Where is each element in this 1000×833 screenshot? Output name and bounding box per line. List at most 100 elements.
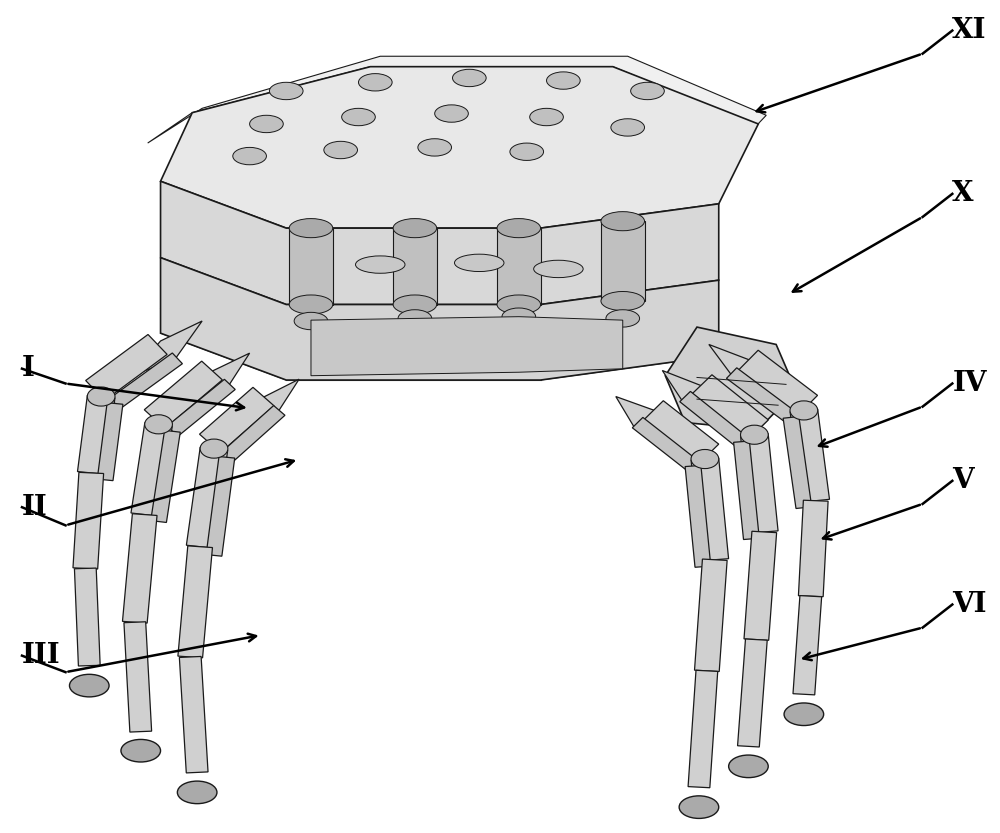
Ellipse shape <box>453 69 486 87</box>
Ellipse shape <box>87 387 115 406</box>
Ellipse shape <box>729 755 768 778</box>
Ellipse shape <box>233 147 266 165</box>
Polygon shape <box>685 466 711 567</box>
Polygon shape <box>144 362 222 428</box>
Ellipse shape <box>784 703 824 726</box>
Polygon shape <box>739 350 818 415</box>
Polygon shape <box>232 379 299 433</box>
Ellipse shape <box>741 425 768 444</box>
Polygon shape <box>97 402 123 481</box>
Polygon shape <box>161 257 719 380</box>
Text: XI: XI <box>952 17 987 44</box>
Polygon shape <box>497 228 541 305</box>
Text: II: II <box>22 494 48 521</box>
Text: VI: VI <box>952 591 987 618</box>
Ellipse shape <box>497 218 541 237</box>
Polygon shape <box>738 639 767 747</box>
Polygon shape <box>151 431 180 522</box>
Ellipse shape <box>294 312 328 330</box>
Ellipse shape <box>145 415 172 434</box>
Polygon shape <box>110 353 182 409</box>
Ellipse shape <box>691 450 719 469</box>
Ellipse shape <box>393 295 437 314</box>
Ellipse shape <box>250 115 283 132</box>
Polygon shape <box>122 514 157 623</box>
Ellipse shape <box>790 401 818 420</box>
Polygon shape <box>695 559 727 671</box>
Polygon shape <box>200 387 274 452</box>
Polygon shape <box>783 416 812 508</box>
Polygon shape <box>124 621 152 732</box>
Ellipse shape <box>547 72 580 89</box>
Ellipse shape <box>342 108 375 126</box>
Polygon shape <box>311 317 623 376</box>
Ellipse shape <box>454 254 504 272</box>
Polygon shape <box>393 228 437 305</box>
Polygon shape <box>161 67 758 228</box>
Polygon shape <box>161 182 719 305</box>
Ellipse shape <box>121 740 161 762</box>
Polygon shape <box>665 327 796 430</box>
Ellipse shape <box>177 781 217 804</box>
Polygon shape <box>73 472 104 569</box>
Ellipse shape <box>502 308 536 326</box>
Polygon shape <box>790 409 829 502</box>
Text: I: I <box>22 355 35 382</box>
Polygon shape <box>691 458 729 561</box>
Text: III: III <box>22 642 61 669</box>
Polygon shape <box>688 671 718 788</box>
Polygon shape <box>744 531 777 641</box>
Polygon shape <box>741 434 778 533</box>
Polygon shape <box>644 401 719 463</box>
Polygon shape <box>221 406 285 462</box>
Polygon shape <box>186 447 228 548</box>
Text: X: X <box>952 180 974 207</box>
Ellipse shape <box>393 218 437 237</box>
Polygon shape <box>178 546 212 658</box>
Ellipse shape <box>289 295 333 314</box>
Ellipse shape <box>418 139 452 156</box>
Ellipse shape <box>200 439 228 458</box>
Ellipse shape <box>497 295 541 314</box>
Polygon shape <box>616 397 679 445</box>
Polygon shape <box>148 57 766 143</box>
Ellipse shape <box>679 796 719 818</box>
Ellipse shape <box>601 292 645 311</box>
Polygon shape <box>206 456 235 556</box>
Ellipse shape <box>324 142 357 158</box>
Polygon shape <box>131 422 172 516</box>
Polygon shape <box>601 222 645 301</box>
Polygon shape <box>662 371 729 421</box>
Polygon shape <box>167 379 235 436</box>
Ellipse shape <box>289 218 333 237</box>
Polygon shape <box>692 375 768 439</box>
Ellipse shape <box>530 108 563 126</box>
Polygon shape <box>74 568 100 666</box>
Ellipse shape <box>534 260 583 277</box>
Ellipse shape <box>398 310 432 327</box>
Polygon shape <box>179 656 208 773</box>
Ellipse shape <box>606 310 640 327</box>
Ellipse shape <box>356 256 405 273</box>
Polygon shape <box>798 500 828 596</box>
Ellipse shape <box>601 212 645 231</box>
Polygon shape <box>632 417 698 471</box>
Ellipse shape <box>358 73 392 91</box>
Ellipse shape <box>269 82 303 100</box>
Ellipse shape <box>435 105 468 122</box>
Polygon shape <box>726 368 796 422</box>
Polygon shape <box>180 353 250 408</box>
Polygon shape <box>77 395 115 474</box>
Polygon shape <box>131 321 202 376</box>
Polygon shape <box>793 596 822 695</box>
Ellipse shape <box>631 82 664 100</box>
Polygon shape <box>709 345 778 397</box>
Text: V: V <box>952 467 974 494</box>
Ellipse shape <box>69 675 109 697</box>
Ellipse shape <box>510 143 544 161</box>
Text: IV: IV <box>952 370 987 397</box>
Polygon shape <box>86 335 167 401</box>
Polygon shape <box>680 392 747 446</box>
Polygon shape <box>734 441 759 540</box>
Ellipse shape <box>611 119 645 136</box>
